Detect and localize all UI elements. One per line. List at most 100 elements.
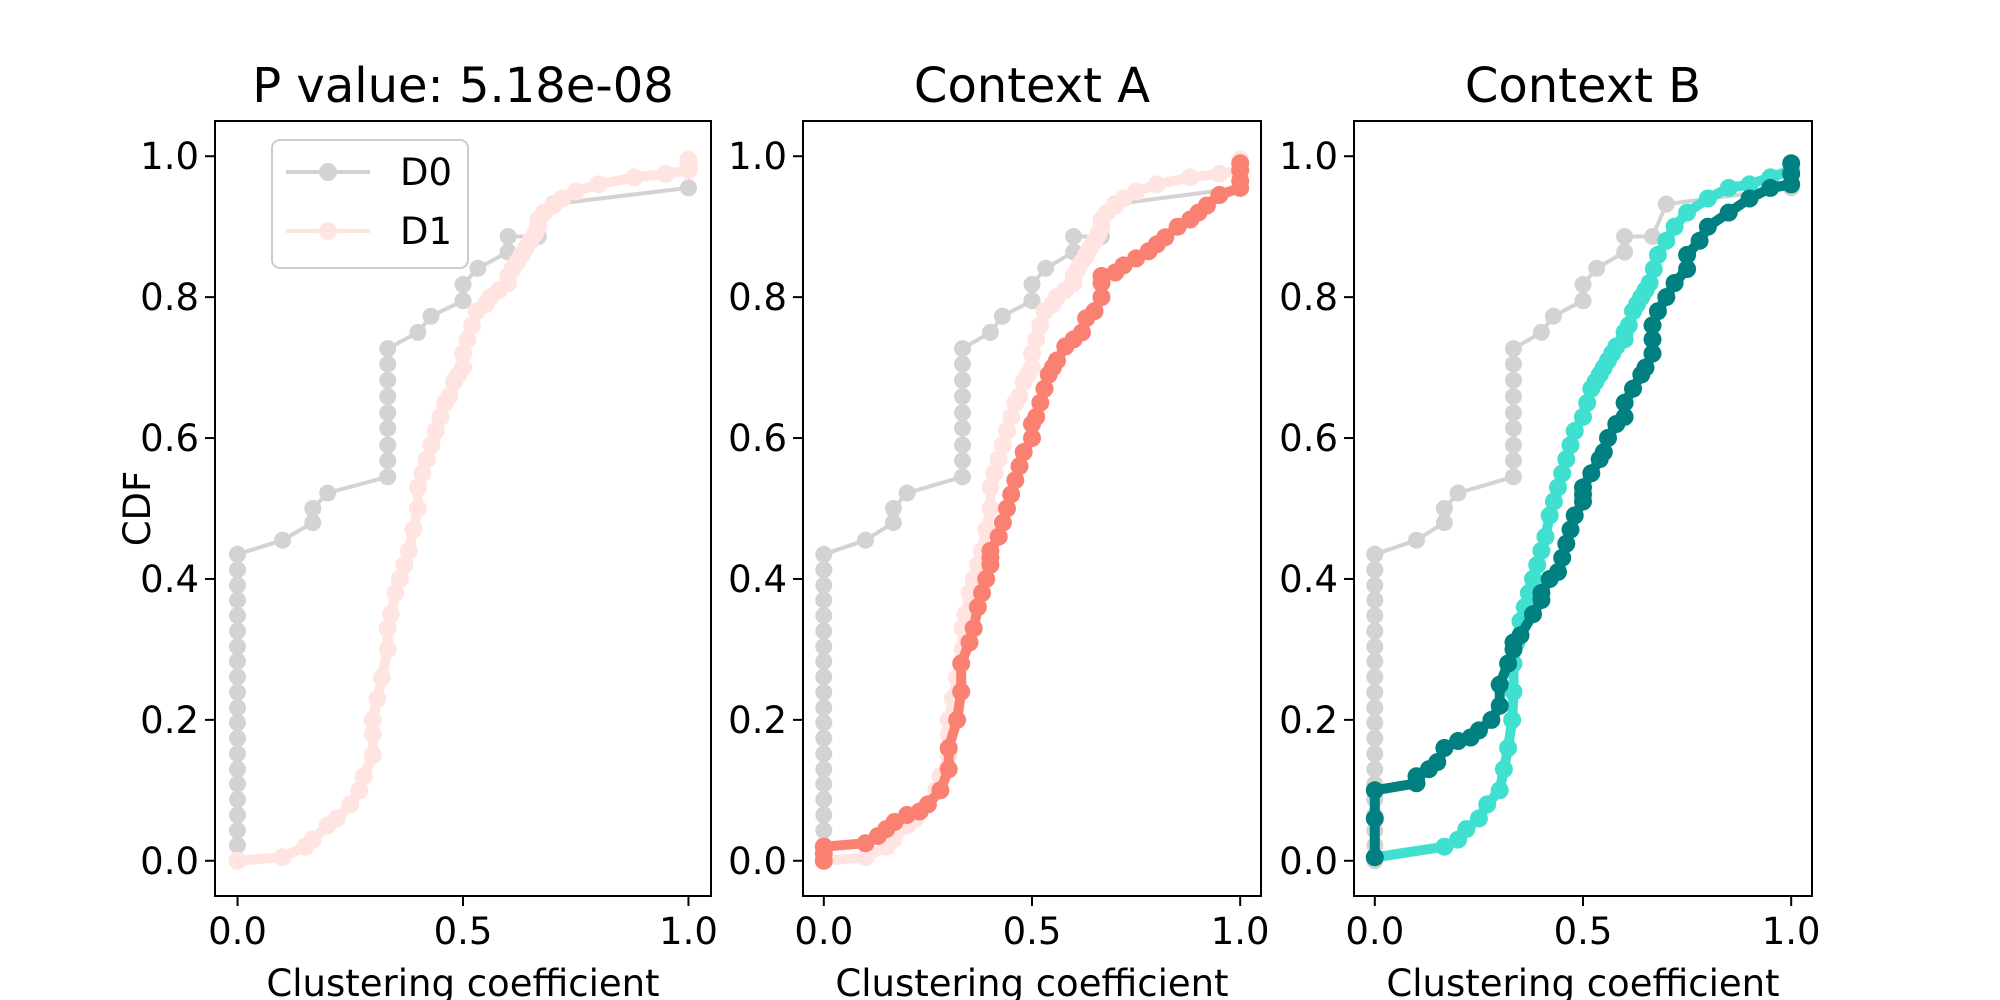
- data-point: [1657, 288, 1676, 307]
- y-axis-label: CDF: [116, 471, 159, 547]
- data-point: [815, 714, 833, 732]
- data-point: [815, 806, 833, 824]
- data-point: [998, 499, 1016, 518]
- data-point: [463, 316, 481, 335]
- data-point: [1690, 231, 1709, 250]
- data-point: [1782, 154, 1801, 173]
- data-point: [1010, 457, 1029, 476]
- x-tick-label: 0.0: [1345, 910, 1404, 953]
- data-point: [229, 576, 246, 594]
- data-point: [1073, 323, 1091, 342]
- data-point: [1644, 228, 1661, 245]
- data-point: [229, 806, 246, 824]
- data-point: [1505, 468, 1522, 486]
- data-point: [1532, 584, 1551, 602]
- data-point: [857, 531, 874, 549]
- data-point: [1449, 484, 1467, 502]
- series-context-b-dark: [1365, 154, 1801, 867]
- data-point: [1027, 407, 1046, 426]
- series-d0: [815, 179, 1249, 870]
- data-point: [1210, 186, 1229, 204]
- data-point: [954, 436, 971, 454]
- data-point: [1366, 668, 1384, 686]
- data-point: [1505, 436, 1522, 454]
- data-point: [553, 189, 572, 208]
- data-point: [680, 179, 697, 197]
- x-tick-label: 0.0: [794, 910, 853, 953]
- data-point: [1565, 422, 1584, 440]
- data-point: [1023, 429, 1041, 447]
- data-point: [1719, 203, 1738, 222]
- data-point: [1599, 429, 1617, 447]
- y-tick-label: 0.4: [1279, 558, 1338, 601]
- legend-item-d0: D0: [286, 151, 452, 194]
- data-point: [993, 436, 1012, 455]
- data-point: [1048, 351, 1066, 370]
- data-point: [1761, 178, 1780, 197]
- data-point: [1037, 259, 1055, 277]
- data-point: [1540, 506, 1559, 525]
- x-tick-label: 0.5: [434, 910, 493, 953]
- data-point: [1740, 175, 1759, 194]
- data-point: [426, 422, 445, 440]
- data-point: [363, 710, 382, 729]
- data-point: [1665, 217, 1684, 236]
- data-point: [1643, 316, 1662, 335]
- data-point: [1640, 274, 1659, 292]
- data-point: [379, 419, 397, 437]
- data-point: [229, 622, 246, 640]
- y-tick-label: 0.0: [1279, 840, 1338, 883]
- data-point: [566, 182, 585, 201]
- data-point: [1457, 820, 1476, 839]
- data-point: [1574, 478, 1592, 497]
- data-point: [815, 729, 833, 747]
- panel-1: P value: 5.18e-08 0.0 0.2 0.4 0.6 0.8 1.0 0.0 0.…: [140, 58, 718, 1000]
- data-point: [408, 499, 427, 518]
- data-point: [350, 781, 369, 800]
- data-point: [815, 760, 833, 778]
- data-point: [229, 791, 246, 808]
- panel-3: Context B 0.0 0.2 0.4 0.6 0.8 1.0 0.0 0.5 1.0 Clus…: [1279, 58, 1820, 1000]
- y-tick-label: 0.4: [140, 558, 199, 601]
- data-point: [413, 464, 432, 483]
- y-tick-label: 1.0: [1279, 135, 1338, 178]
- data-point: [960, 584, 979, 602]
- data-point: [815, 699, 833, 717]
- data-point: [417, 450, 436, 469]
- series-context-a: [814, 154, 1250, 870]
- data-point: [954, 419, 971, 437]
- data-point: [1366, 622, 1384, 640]
- data-point: [1648, 245, 1667, 264]
- data-point: [1505, 355, 1522, 373]
- y-tick-label: 0.2: [1279, 699, 1338, 742]
- data-point: [1127, 182, 1146, 201]
- data-point: [379, 468, 397, 486]
- data-point: [408, 478, 427, 497]
- data-point: [1678, 203, 1697, 222]
- data-point: [1698, 217, 1717, 236]
- data-point: [1524, 605, 1542, 624]
- series-d1: [228, 150, 698, 870]
- data-point: [939, 739, 958, 757]
- data-point: [1365, 781, 1384, 800]
- data-point: [954, 371, 971, 389]
- y-tick-label: 0.2: [140, 699, 199, 742]
- data-point: [1578, 393, 1597, 412]
- data-point: [954, 355, 971, 373]
- data-point: [1435, 514, 1453, 532]
- data-point: [379, 436, 397, 454]
- data-point: [1698, 189, 1717, 208]
- data-point: [1544, 307, 1562, 325]
- data-point: [1366, 638, 1384, 656]
- data-point: [1181, 168, 1200, 187]
- data-point: [1490, 781, 1509, 800]
- y-tick-label: 0.0: [728, 840, 787, 883]
- y-tick-label: 0.4: [728, 558, 787, 601]
- data-point: [985, 464, 1004, 483]
- data-point: [815, 745, 833, 763]
- data-point: [1615, 407, 1634, 426]
- data-point: [1366, 607, 1384, 625]
- data-point: [1582, 464, 1601, 483]
- series-context-b-light: [1365, 161, 1801, 867]
- data-point: [815, 622, 833, 640]
